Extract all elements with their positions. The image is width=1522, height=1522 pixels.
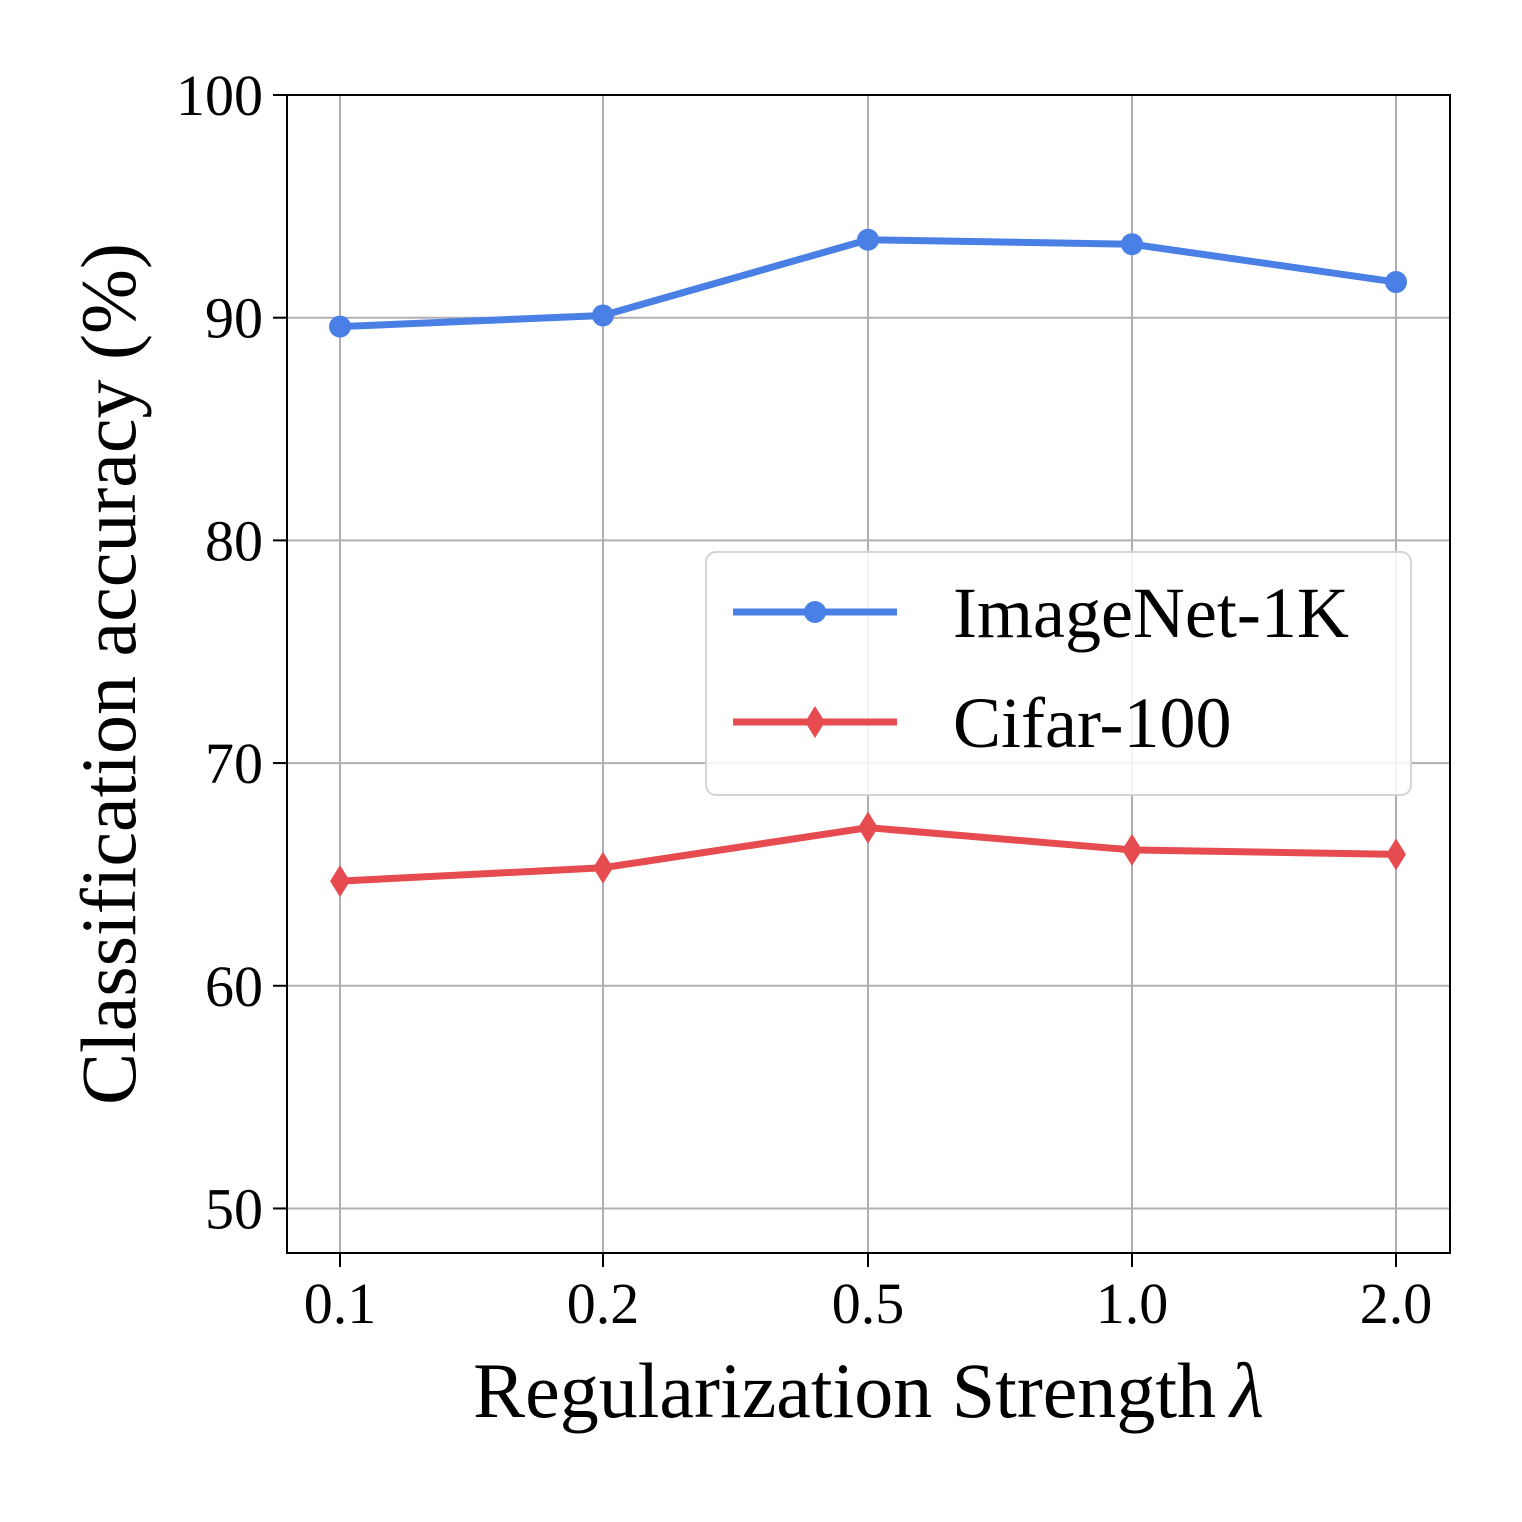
x-tick-label: 2.0 <box>1360 1271 1433 1336</box>
y-tick-label: 100 <box>176 63 263 128</box>
series-layer <box>329 228 1407 898</box>
x-tick-label: 0.1 <box>304 1271 377 1336</box>
legend-marker <box>805 706 825 738</box>
x-axis-label-text: Regularization Strength <box>473 1347 1216 1434</box>
legend-label: ImageNet-1K <box>953 573 1349 653</box>
y-tick-label: 80 <box>205 508 263 573</box>
legend: ImageNet-1K Cifar-100 <box>705 551 1412 796</box>
y-tick-label: 90 <box>205 286 263 351</box>
x-tick-label: 1.0 <box>1096 1271 1169 1336</box>
axis-ticks <box>273 94 1397 1267</box>
series-cifar-100 <box>330 811 1406 898</box>
data-point-cifar-100 <box>593 851 613 884</box>
data-point-imagenet-1k <box>857 228 879 251</box>
data-point-imagenet-1k <box>1121 233 1143 256</box>
y-tick-label: 60 <box>205 954 263 1019</box>
y-tick-label: 70 <box>205 731 263 796</box>
x-axis-label: Regularization Strength λ <box>473 1347 1264 1434</box>
data-point-imagenet-1k <box>1385 271 1407 294</box>
series-imagenet-1k <box>329 228 1407 338</box>
data-point-cifar-100 <box>330 865 350 898</box>
data-point-imagenet-1k <box>329 315 351 338</box>
data-point-cifar-100 <box>858 811 878 844</box>
x-axis-label-symbol: λ <box>1228 1347 1264 1434</box>
data-point-cifar-100 <box>1122 833 1142 866</box>
data-point-cifar-100 <box>1386 838 1406 871</box>
y-tick-label: 50 <box>205 1176 263 1241</box>
y-axis-label: Classification accuracy (%) <box>65 243 152 1105</box>
x-tick-label: 0.5 <box>832 1271 905 1336</box>
legend-marker <box>804 601 826 623</box>
tick-labels: 0.1 0.2 0.5 1.0 2.0 50 60 70 80 90 100 <box>176 63 1432 1336</box>
x-tick-label: 0.2 <box>567 1271 640 1336</box>
legend-label: Cifar-100 <box>953 683 1231 763</box>
data-point-imagenet-1k <box>592 304 614 327</box>
